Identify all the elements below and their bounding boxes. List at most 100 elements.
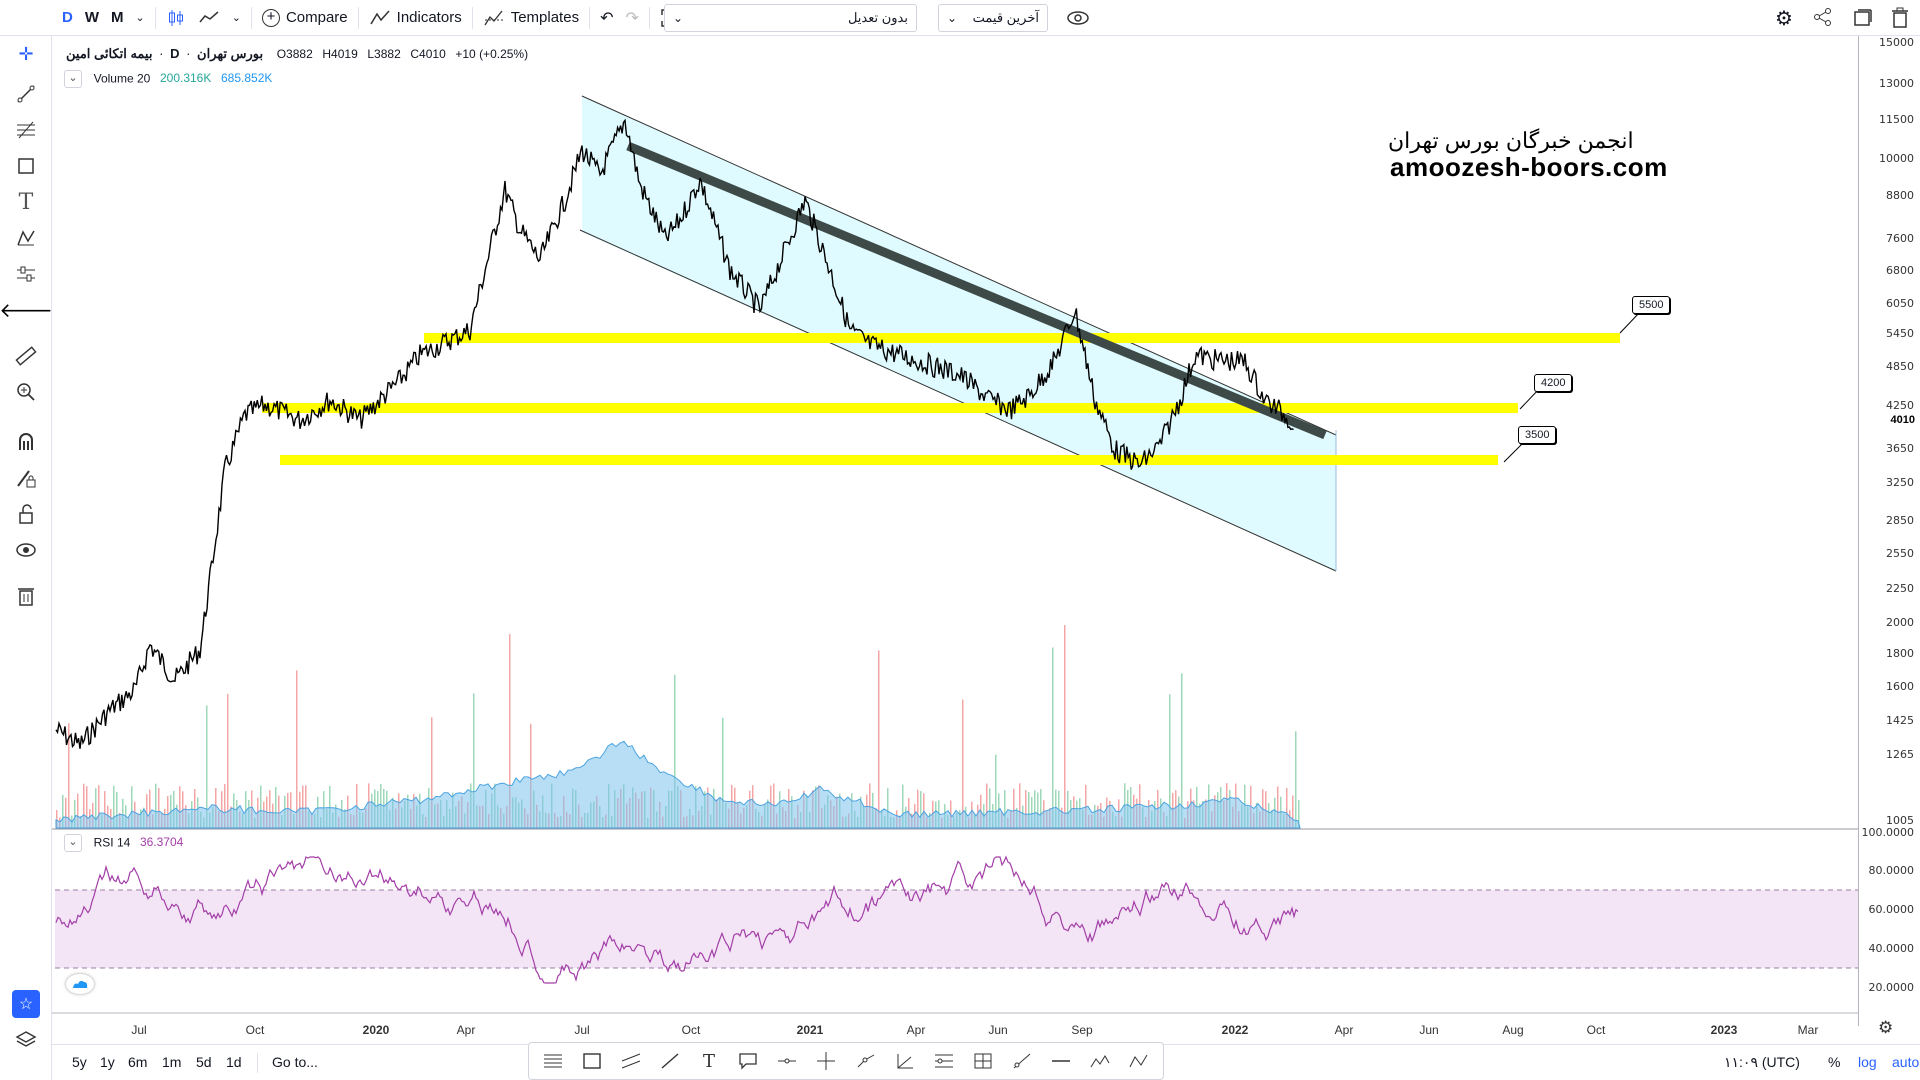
level-4200[interactable] <box>262 403 1518 413</box>
level-5500[interactable] <box>424 333 1620 343</box>
lock-icon[interactable] <box>12 500 40 528</box>
undo-icon[interactable]: ↶ <box>600 9 614 27</box>
goto-button[interactable]: Go to... <box>272 1054 318 1070</box>
range-5y[interactable]: 5y <box>72 1054 87 1070</box>
interval-m[interactable]: M <box>111 9 124 26</box>
fib-icon[interactable] <box>12 116 40 144</box>
eye-toggle-icon[interactable] <box>1065 6 1091 30</box>
chart-settings-gear-icon[interactable]: ⚙ <box>1878 1018 1894 1037</box>
crosshair-icon[interactable]: ✛ <box>18 43 34 64</box>
volume-bar <box>887 788 889 828</box>
callout-4200[interactable]: 4200 <box>1534 374 1573 392</box>
trendline-icon[interactable] <box>12 80 40 108</box>
delete-icon[interactable] <box>1890 7 1912 29</box>
candles-icon[interactable] <box>160 4 192 32</box>
interval-d[interactable]: D <box>62 9 73 26</box>
text-icon[interactable]: T <box>18 189 34 215</box>
settings-gear-icon[interactable]: ⚙ <box>1775 8 1793 30</box>
elliott-wave-icon[interactable] <box>1085 1046 1115 1076</box>
tradingview-logo-icon[interactable] <box>66 974 94 994</box>
adjustment-select[interactable]: ⌄ بدون تعدیل <box>664 4 917 32</box>
trash-icon[interactable] <box>12 582 40 610</box>
prediction-icon[interactable] <box>12 260 40 288</box>
price-tick: 1800 <box>1886 647 1914 660</box>
fib-retracement-icon[interactable] <box>929 1046 959 1076</box>
indicators-button[interactable]: Indicators <box>363 4 468 32</box>
range-6m[interactable]: 6m <box>128 1054 148 1070</box>
ohlc-high: H4019 <box>322 47 358 61</box>
back-arrow-icon[interactable]: 🡐 <box>0 299 53 322</box>
volume-value-2: 685.852K <box>220 71 273 86</box>
range-1d[interactable]: 1d <box>226 1054 242 1070</box>
volume-label[interactable]: Volume 20 <box>93 71 151 86</box>
volume-bar <box>260 785 262 828</box>
pattern-icon[interactable] <box>12 224 40 252</box>
eye-icon[interactable] <box>12 536 40 564</box>
volume-bar <box>122 798 124 828</box>
price-tick: 4850 <box>1886 360 1914 373</box>
price-axis[interactable]: 15000 13000 11500 10000 8800 7600 6800 6… <box>1858 36 1920 1026</box>
snapshot-icon[interactable] <box>1852 7 1874 29</box>
date-price-range-icon[interactable] <box>968 1046 998 1076</box>
horizontal-ray-icon[interactable] <box>772 1046 802 1076</box>
callout-3500[interactable]: 3500 <box>1518 426 1557 444</box>
ruler-icon[interactable] <box>12 342 40 370</box>
rectangle-tool-icon[interactable] <box>577 1046 607 1076</box>
callout-tool-icon[interactable] <box>733 1046 763 1076</box>
timezone-label[interactable]: ۱۱:۰۹ (UTC) <box>1724 1054 1800 1070</box>
rsi-tick: 20.0000 <box>1868 981 1915 994</box>
angle-tool-icon[interactable] <box>890 1046 920 1076</box>
volume-bar <box>1034 790 1036 828</box>
abcd-pattern-icon[interactable] <box>1124 1046 1154 1076</box>
zoom-icon[interactable] <box>12 378 40 406</box>
log-toggle[interactable]: log <box>1858 1054 1877 1070</box>
rsi-label[interactable]: RSI 14 <box>93 835 131 850</box>
interval-w[interactable]: W <box>84 9 100 26</box>
range-1m[interactable]: 1m <box>162 1054 182 1070</box>
star-icon[interactable]: ☆ <box>12 990 40 1018</box>
text-tool-icon[interactable]: T <box>703 1050 716 1072</box>
time-tick: Jul <box>574 1023 590 1037</box>
share-icon[interactable] <box>1812 6 1836 30</box>
rsi-tick: 40.0000 <box>1868 942 1915 955</box>
price-type-select[interactable]: ⌄ آخرین قیمت <box>938 4 1048 32</box>
collapse-volume-icon[interactable]: ⌄ <box>64 70 82 88</box>
percent-toggle[interactable]: % <box>1828 1054 1841 1070</box>
cross-line-icon[interactable] <box>811 1046 841 1076</box>
rsi-tick: 60.0000 <box>1868 903 1915 916</box>
auto-toggle[interactable]: auto <box>1892 1054 1920 1070</box>
level-3500[interactable] <box>280 455 1498 465</box>
horizontal-line-icon[interactable] <box>1046 1046 1076 1076</box>
templates-button[interactable]: Templates <box>477 4 585 32</box>
parallel-channel-icon[interactable] <box>616 1046 646 1076</box>
trend-line-tool-icon[interactable] <box>655 1046 685 1076</box>
callout-5500[interactable]: 5500 <box>1632 296 1671 314</box>
time-tick: Oct <box>245 1023 265 1037</box>
compare-button[interactable]: + Compare <box>256 4 354 32</box>
range-5d[interactable]: 5d <box>196 1054 212 1070</box>
magnet-icon[interactable] <box>12 428 40 456</box>
plus-circle-icon: + <box>261 8 280 27</box>
layers-icon[interactable] <box>12 1026 40 1054</box>
volume-bar <box>1025 790 1027 828</box>
line-chart-icon[interactable] <box>192 4 226 32</box>
thick-trendline[interactable] <box>626 141 1327 440</box>
symbol-name[interactable]: بیمه اتکائی امین <box>66 46 153 61</box>
path-tool-icon[interactable] <box>851 1046 881 1076</box>
rectangle-icon[interactable] <box>12 152 40 180</box>
price-tick: 3650 <box>1886 442 1914 455</box>
ray-tool-icon[interactable] <box>1007 1046 1037 1076</box>
collapse-rsi-icon[interactable]: ⌄ <box>64 834 82 852</box>
horizontal-lines-icon[interactable] <box>538 1046 568 1076</box>
lock-draw-icon[interactable] <box>12 464 40 492</box>
volume-bar <box>431 717 433 828</box>
range-1y[interactable]: 1y <box>100 1054 115 1070</box>
volume-bar <box>194 789 196 828</box>
redo-icon[interactable]: ↷ <box>625 9 639 27</box>
templates-icon <box>484 10 503 25</box>
chart-type-dropdown-icon[interactable]: ⌄ <box>231 12 241 24</box>
price-tick: 8800 <box>1886 189 1914 202</box>
interval-dropdown-icon[interactable]: ⌄ <box>135 12 145 24</box>
volume-bar <box>221 791 223 828</box>
